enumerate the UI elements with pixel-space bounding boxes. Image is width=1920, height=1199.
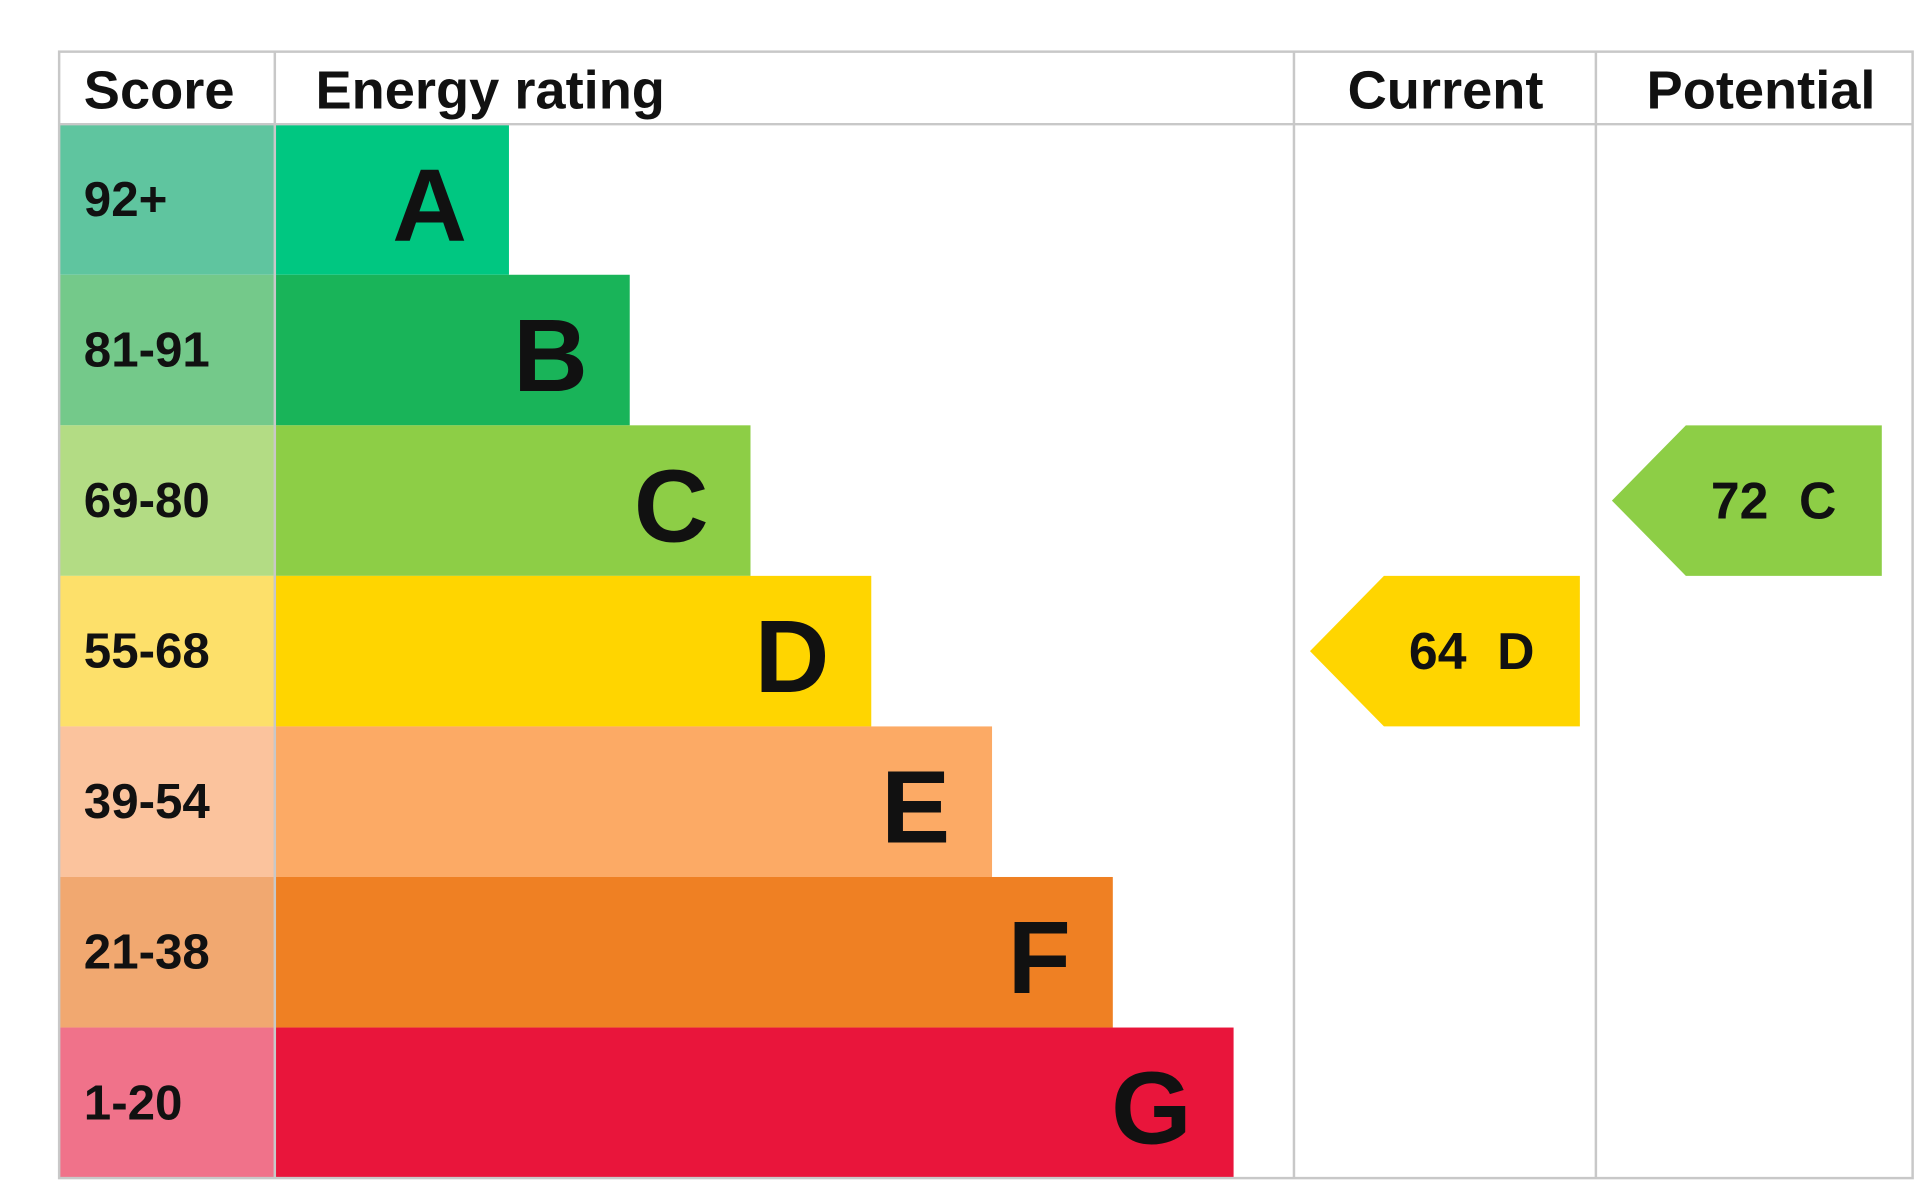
score-label: 39-54 [84, 774, 211, 829]
score-cell [59, 425, 275, 576]
column-header: Potential [1647, 60, 1876, 120]
rating-bar [274, 425, 751, 576]
rating-letter: D [755, 598, 830, 714]
table-border [57, 50, 1914, 1180]
score-label: 69-80 [84, 473, 210, 528]
score-cell [59, 726, 275, 877]
rating-letter: F [1008, 899, 1071, 1015]
score-label: 1-20 [84, 1075, 183, 1130]
score-label: 55-68 [84, 624, 210, 679]
rating-bar [274, 876, 1113, 1028]
rating-bar [274, 1027, 1234, 1179]
rating-letter: B [513, 297, 588, 413]
rating-bar [274, 575, 872, 727]
rating-letter: G [1111, 1050, 1192, 1166]
score-cell [59, 876, 275, 1028]
column-header: Current [1348, 60, 1544, 120]
score-cell [59, 274, 275, 426]
rating-bar [274, 274, 630, 426]
score-cell [59, 575, 275, 727]
column-header: Energy rating [315, 60, 664, 120]
current-arrow [1309, 575, 1580, 727]
score-cell [59, 124, 275, 275]
potential-arrow [1611, 425, 1882, 576]
potential-rating: C [1799, 472, 1836, 530]
rating-bar [274, 124, 509, 275]
score-label: 21-38 [84, 925, 210, 980]
column-header: Score [84, 60, 235, 120]
rating-letter: A [392, 146, 467, 262]
rating-bar [274, 726, 993, 877]
rating-letter: E [881, 749, 950, 865]
rating-letter: C [634, 448, 709, 564]
potential-value: 72 [1711, 472, 1769, 530]
score-label: 92+ [84, 172, 168, 227]
current-rating: D [1497, 622, 1534, 680]
current-value: 64 [1409, 622, 1467, 680]
score-label: 81-91 [84, 323, 210, 378]
score-cell [59, 1027, 275, 1179]
